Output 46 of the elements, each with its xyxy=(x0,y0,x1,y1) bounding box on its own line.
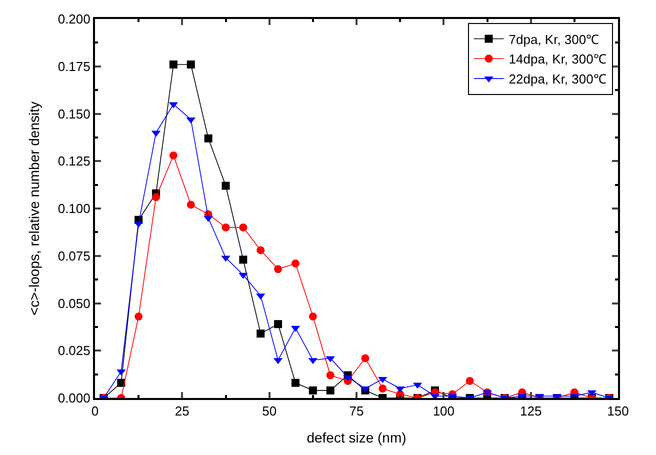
point xyxy=(186,60,195,68)
point xyxy=(222,182,230,190)
point xyxy=(169,151,178,160)
point xyxy=(291,378,300,387)
point xyxy=(466,376,474,385)
x-axis-title: defect size (nm) xyxy=(306,429,406,446)
point xyxy=(326,386,334,394)
point xyxy=(239,223,248,232)
x-tick-label: 75 xyxy=(349,404,364,419)
y-tick-label: 0.175 xyxy=(58,58,90,74)
point xyxy=(274,320,282,328)
legend-label: 7dpa, Kr, 300℃ xyxy=(508,32,600,47)
y-tick-label: 0.200 xyxy=(58,12,90,27)
legend-label: 22dpa, Kr, 300℃ xyxy=(508,72,606,87)
x-tick-label: 0 xyxy=(91,404,99,419)
point xyxy=(361,354,370,362)
point xyxy=(169,60,178,68)
point xyxy=(204,134,212,142)
point xyxy=(326,371,334,380)
point xyxy=(256,330,265,338)
y-tick-label: 0.125 xyxy=(58,154,90,169)
y-tick-label: 0.150 xyxy=(58,106,90,122)
point xyxy=(378,384,387,393)
point xyxy=(308,386,317,394)
point xyxy=(256,246,265,254)
point xyxy=(117,378,126,387)
y-axis-title: <c>-loops, relative number density xyxy=(26,101,42,316)
point xyxy=(291,259,300,268)
point xyxy=(274,265,282,274)
point xyxy=(134,312,143,321)
legend-label: 14dpa, Kr, 300℃ xyxy=(508,52,606,67)
y-tick-label: 0.075 xyxy=(58,248,90,264)
y-tick-label: 0.025 xyxy=(58,343,90,358)
x-tick-label: 25 xyxy=(174,404,190,419)
x-tick-label: 100 xyxy=(432,404,455,419)
x-tick-label: 50 xyxy=(262,404,277,419)
point xyxy=(222,223,230,232)
x-tick-label: 150 xyxy=(607,404,629,419)
point xyxy=(186,200,195,209)
x-tick-label: 125 xyxy=(520,404,542,419)
y-tick-label: 0.100 xyxy=(58,201,90,216)
y-tick-label: 0.000 xyxy=(58,390,90,406)
y-tick-label: 0.050 xyxy=(58,296,90,311)
point xyxy=(308,312,317,321)
point xyxy=(152,193,160,202)
point xyxy=(239,256,248,264)
